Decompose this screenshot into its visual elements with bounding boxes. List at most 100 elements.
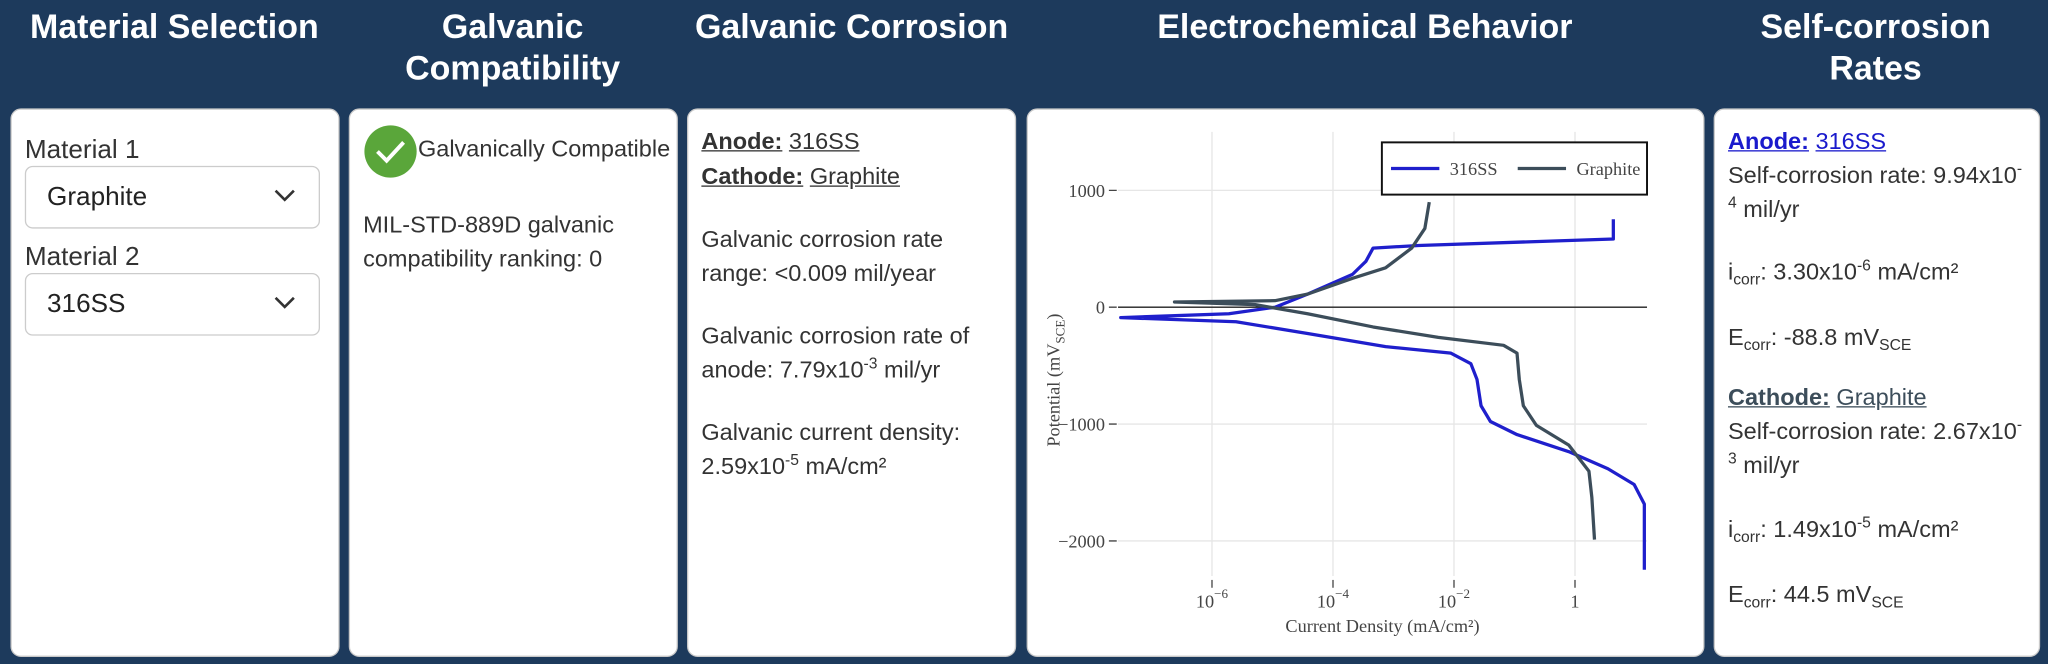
- y-tick-label: 1000: [1068, 181, 1105, 201]
- role-label: Cathode:: [701, 163, 804, 190]
- compatibility-panel: Galvanically Compatible MIL-STD-889D gal…: [348, 108, 678, 657]
- header: Self-corrosion Rates: [1760, 6, 1991, 88]
- subscript: corr: [1733, 527, 1761, 546]
- symbol: i: [1727, 515, 1734, 543]
- label: Self-corrosion rate:: [1727, 161, 1927, 189]
- exponent: -5: [785, 450, 799, 469]
- y-tick-label: −2000: [1058, 531, 1105, 551]
- legend-label: 316SS: [1450, 159, 1498, 179]
- exponent: -3: [863, 353, 878, 373]
- ecorr: Ecorr: -88.8 mVSCE: [1728, 320, 1911, 354]
- tick-exponent: −6: [1214, 586, 1228, 601]
- x-tick-label: 10−4: [1317, 586, 1350, 611]
- cathode-name: Graphite: [809, 163, 900, 190]
- ranking-text: MIL-STD-889D galvanic compatibility rank…: [363, 211, 614, 272]
- material-1-select[interactable]: Graphite: [24, 165, 320, 229]
- ecorr: Ecorr: 44.5 mVSCE: [1728, 577, 1904, 611]
- label: Galvanic current density:: [701, 419, 961, 446]
- unit: mil/yr: [1743, 451, 1800, 479]
- subscript: corr: [1733, 270, 1761, 289]
- chevron: [274, 296, 295, 309]
- subscript: corr: [1743, 335, 1771, 354]
- icorr: icorr: 3.30x10-6 mA/cm²: [1728, 255, 1958, 289]
- header: Electrochemical Behavior: [1157, 6, 1573, 46]
- x-axis-title: Current Density (mA/cm²): [1285, 616, 1479, 637]
- role-label: Anode:: [701, 127, 783, 155]
- role-label: Anode:: [1727, 127, 1809, 155]
- unit: mil/yr: [884, 356, 941, 383]
- series-line: [1172, 201, 1597, 540]
- chart-panel: 1000 0 −1000 −2000 10−6 10−4 10−2 1 Current Dens…: [1026, 108, 1705, 657]
- label: Galvanic corrosion rate of anode:: [701, 322, 970, 383]
- material-name: 316SS: [1815, 127, 1887, 155]
- header: Galvanic Compatibility: [405, 6, 621, 88]
- header: Material Selection: [29, 6, 319, 46]
- exponent: -3: [1727, 415, 2023, 468]
- self-rate: Self-corrosion rate: 2.67x10-3 mil/yr: [1728, 414, 2028, 482]
- y-title-text: Potential (mV: [1043, 344, 1064, 447]
- material-2-select[interactable]: 316SS: [24, 272, 320, 336]
- mantissa: 7.79x10: [779, 356, 864, 383]
- role-label: Cathode:: [1727, 383, 1830, 411]
- x-tick-label: 10−6: [1196, 586, 1229, 611]
- y-tick-label: 0: [1096, 298, 1105, 318]
- anode-rate: Galvanic corrosion rate of anode: 7.79x1…: [701, 319, 982, 387]
- mantissa: 2.67x10: [1933, 417, 2017, 445]
- rate-range: Galvanic corrosion rate range: <0.009 mi…: [701, 225, 944, 287]
- y-title-sub: SCE: [1052, 320, 1067, 344]
- mantissa: 2.59x10: [701, 453, 786, 480]
- field-label: Material 2: [24, 242, 140, 272]
- material-name: Graphite: [1836, 383, 1927, 411]
- self-rate: Self-corrosion rate: 9.94x10-4 mil/yr: [1728, 158, 2028, 226]
- value: : -88.8 mV: [1770, 323, 1880, 351]
- status-text: Galvanically Compatible: [417, 135, 671, 162]
- cathode-line: Cathode: Graphite: [701, 159, 900, 193]
- y-title-end: ): [1043, 314, 1064, 320]
- select-value: Graphite: [47, 182, 148, 212]
- tick-base: 10: [1438, 591, 1456, 611]
- subscript: SCE: [1879, 335, 1912, 354]
- anode-line: Anode: 316SS: [701, 124, 859, 158]
- symbol: E: [1727, 581, 1744, 608]
- anode-name: 316SS: [788, 127, 860, 155]
- current-density: Galvanic current density: 2.59x10-5 mA/c…: [701, 415, 982, 483]
- subscript: corr: [1743, 592, 1771, 612]
- unit: mil/yr: [1743, 195, 1800, 223]
- tick-exponent: −4: [1335, 586, 1349, 601]
- check-icon: [364, 125, 417, 178]
- symbol: i: [1727, 258, 1734, 285]
- self-corrosion-panel: Anode: 316SS Self-corrosion rate: 9.94x1…: [1713, 108, 2041, 657]
- value: : 1.49x10: [1760, 515, 1857, 543]
- tick-base: 10: [1196, 591, 1214, 611]
- exponent: -6: [1856, 255, 1871, 275]
- chevron: [274, 189, 295, 202]
- exponent: -5: [1856, 513, 1871, 532]
- select-value: 316SS: [47, 289, 126, 319]
- y-axis-title: Potential (mVSCE): [1043, 314, 1067, 447]
- exponent: -4: [1727, 159, 2023, 212]
- anode-link[interactable]: Anode: 316SS: [1728, 124, 1886, 158]
- symbol: E: [1727, 323, 1744, 351]
- mantissa: 9.94x10: [1933, 161, 2017, 189]
- unit: mA/cm²: [1877, 258, 1959, 285]
- tick-exponent: −2: [1456, 586, 1470, 601]
- label: Self-corrosion rate:: [1727, 417, 1927, 445]
- legend-label: Graphite: [1576, 159, 1640, 179]
- subscript: SCE: [1871, 592, 1904, 612]
- unit: mA/cm²: [1877, 515, 1959, 543]
- x-tick-label: 10−2: [1438, 586, 1470, 611]
- value: : 44.5 mV: [1770, 581, 1872, 608]
- tick-base: 10: [1317, 591, 1335, 611]
- header: Galvanic Corrosion: [694, 6, 1009, 46]
- x-tick-label: 1: [1570, 591, 1579, 611]
- field-label: Material 1: [24, 135, 140, 165]
- cathode-link[interactable]: Cathode: Graphite: [1728, 380, 1927, 414]
- icorr: icorr: 1.49x10-5 mA/cm²: [1728, 512, 1958, 546]
- unit: mA/cm²: [805, 453, 887, 480]
- galvanic-panel: Anode: 316SS Cathode: Graphite Galvanic …: [687, 108, 1017, 657]
- value: : 3.30x10: [1760, 258, 1857, 285]
- material-panel: Material 1 Graphite Material 2 316SS: [10, 108, 340, 657]
